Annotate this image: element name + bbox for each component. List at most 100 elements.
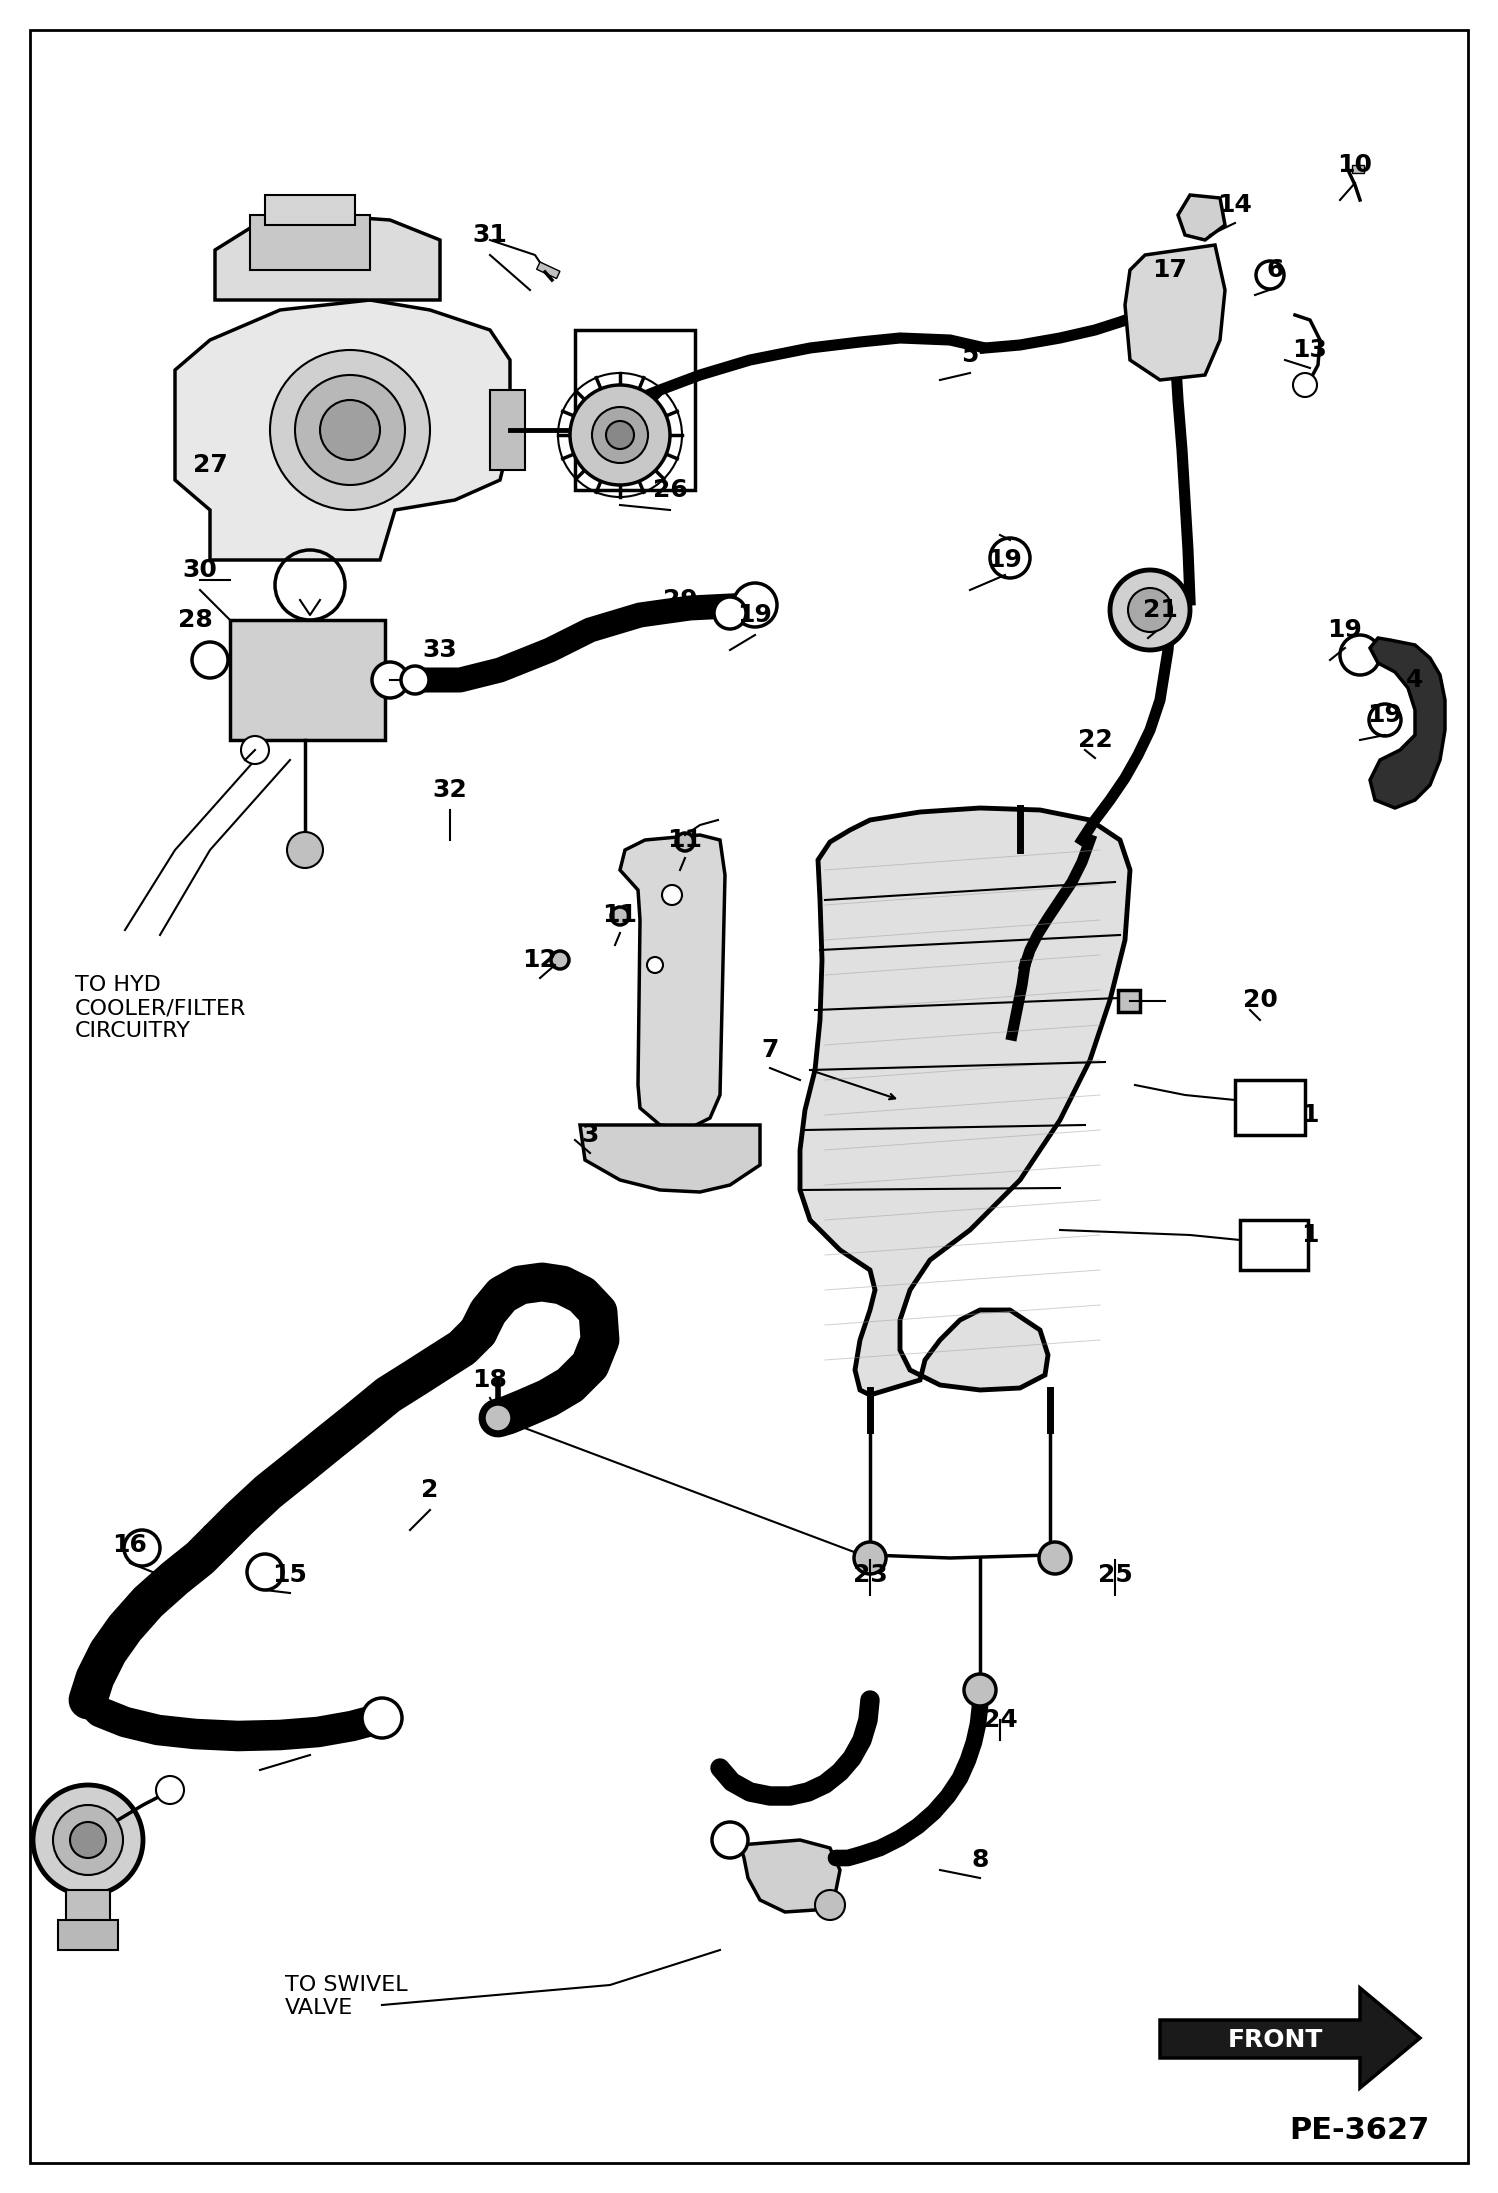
Bar [231,621,385,739]
Text: 19: 19 [737,603,773,627]
Circle shape [965,1673,996,1706]
Bar [1240,1219,1308,1270]
Text: 19: 19 [1368,704,1402,728]
Circle shape [192,643,228,678]
Polygon shape [216,215,440,300]
Circle shape [815,1890,845,1921]
Circle shape [611,908,629,925]
Text: 16: 16 [112,1533,147,1557]
Text: 11: 11 [668,829,703,853]
Text: 32: 32 [433,779,467,803]
Bar [250,215,370,270]
Bar [265,195,355,226]
Text: 31: 31 [472,224,508,248]
Circle shape [551,952,569,969]
Text: 25: 25 [1098,1564,1132,1588]
Circle shape [990,537,1031,579]
Text: 4: 4 [1407,669,1423,693]
Text: 10: 10 [1338,154,1372,178]
Bar [66,1890,109,1925]
Circle shape [662,886,682,906]
Circle shape [401,667,428,693]
Circle shape [247,1555,283,1590]
Bar [575,329,695,489]
Polygon shape [1177,195,1225,239]
Circle shape [124,1531,160,1566]
Text: 15: 15 [273,1564,307,1588]
Circle shape [1369,704,1401,737]
Circle shape [363,1697,401,1739]
Text: 2: 2 [421,1478,439,1502]
Text: 19: 19 [987,548,1023,572]
Text: 22: 22 [1077,728,1113,752]
Circle shape [1040,1542,1071,1575]
Text: 29: 29 [662,588,698,612]
Circle shape [70,1822,106,1857]
Bar [1118,989,1140,1011]
Text: 30: 30 [183,557,217,581]
Circle shape [288,831,324,868]
Circle shape [33,1785,142,1895]
Circle shape [1341,636,1380,675]
Circle shape [156,1776,184,1805]
Circle shape [372,662,407,697]
Text: 11: 11 [602,904,638,928]
Text: PE-3627: PE-3627 [1290,2116,1431,2145]
Text: 18: 18 [472,1368,508,1393]
Circle shape [712,1822,748,1857]
Text: 6: 6 [1266,259,1284,283]
Text: FRONT: FRONT [1227,2029,1323,2053]
Text: 7: 7 [761,1037,779,1061]
Circle shape [1255,261,1284,289]
Circle shape [607,421,634,450]
Circle shape [676,833,694,851]
Polygon shape [1125,246,1225,379]
Circle shape [241,737,270,763]
Circle shape [1110,570,1189,649]
Text: TO HYD
COOLER/FILTER
CIRCUITRY: TO HYD COOLER/FILTER CIRCUITRY [75,976,246,1042]
Text: 1: 1 [1302,1103,1318,1127]
Circle shape [592,408,649,463]
Text: 26: 26 [653,478,688,502]
Bar [58,1921,118,1950]
Bar [1353,164,1365,173]
Circle shape [647,956,664,974]
Polygon shape [620,836,725,1127]
Text: 19: 19 [1327,618,1363,643]
Circle shape [1293,373,1317,397]
Text: 21: 21 [1143,599,1177,623]
Polygon shape [580,1125,759,1193]
Circle shape [1128,588,1171,632]
Text: 9: 9 [301,1724,319,1748]
Text: 17: 17 [1152,259,1188,283]
Circle shape [270,351,430,511]
Polygon shape [800,807,1129,1395]
Polygon shape [1159,1989,1420,2088]
Text: 33: 33 [422,638,457,662]
Circle shape [295,375,404,485]
Text: 13: 13 [1293,338,1327,362]
Bar [1234,1079,1305,1136]
Text: 23: 23 [852,1564,887,1588]
Polygon shape [740,1840,840,1912]
Text: 1: 1 [1302,1224,1318,1248]
Circle shape [571,386,670,485]
Text: 27: 27 [193,454,228,478]
Polygon shape [1371,638,1446,807]
Text: 3: 3 [581,1123,599,1147]
Circle shape [854,1542,885,1575]
Text: 28: 28 [178,607,213,632]
Text: 5: 5 [962,342,978,366]
Text: TO SWIVEL
VALVE: TO SWIVEL VALVE [285,1976,407,2018]
Bar [490,390,524,469]
Bar [536,261,560,279]
Text: 12: 12 [523,947,557,971]
Circle shape [52,1805,123,1875]
Circle shape [484,1404,512,1432]
Text: 24: 24 [983,1708,1017,1732]
Polygon shape [175,300,509,559]
Circle shape [321,399,380,461]
Text: 20: 20 [1242,989,1278,1011]
Circle shape [733,583,777,627]
Circle shape [715,596,746,629]
